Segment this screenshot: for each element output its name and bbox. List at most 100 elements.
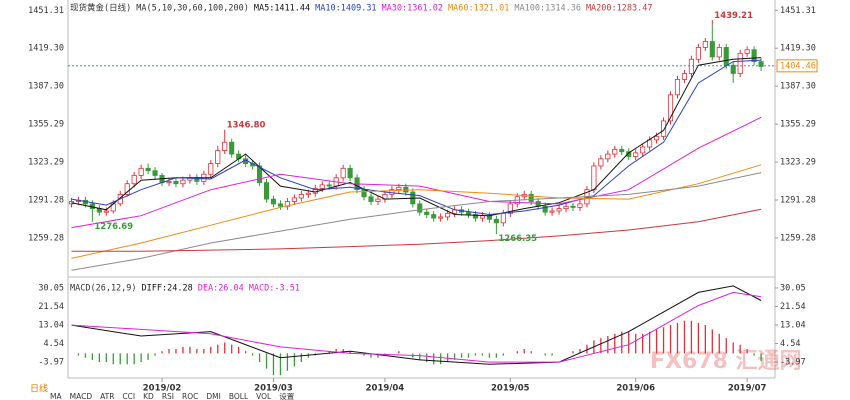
y-tick-label: 4.54 (44, 339, 64, 349)
y-tick-label-right: 1355.29 (780, 120, 816, 130)
macd-line (71, 291, 762, 363)
candle-body (215, 150, 221, 164)
candle-body (319, 184, 325, 189)
toolbar-item[interactable]: BOLL (229, 392, 249, 400)
candle-body (180, 179, 186, 185)
candle-body (626, 151, 632, 157)
toolbar-item[interactable]: MA (50, 392, 62, 400)
legend-entry: DIFF:24.28 (142, 284, 193, 294)
candle-body (688, 58, 694, 74)
x-tick-label: 2019/05 (491, 384, 530, 394)
y-tick-label-right: 1451.31 (780, 6, 816, 16)
candle-body (166, 180, 172, 183)
candle-body (737, 52, 743, 74)
candle-body (479, 215, 486, 219)
candle-body (612, 148, 618, 155)
y-tick-label: 1419.30 (28, 44, 64, 54)
candle-body (681, 73, 688, 80)
last-price-label: 1404.46 (780, 61, 816, 71)
candle-body (667, 94, 674, 122)
legend-entry: MA60:1321.01 (448, 4, 509, 14)
candle-body (709, 41, 715, 58)
legend-entry: MA10:1409.31 (315, 4, 376, 14)
y-tick-label: 1451.31 (28, 6, 64, 16)
candle-body (465, 211, 472, 215)
toolbar-item[interactable]: ATR (100, 392, 114, 400)
candle-body (173, 180, 179, 185)
candle-body (124, 183, 130, 195)
toolbar-item[interactable]: MACD (70, 392, 93, 400)
candle-body (375, 198, 381, 202)
candle-body (417, 203, 423, 213)
y-tick-label: 1291.28 (28, 195, 64, 205)
indicator-label: MA(5,10,30,60,100,200) (136, 4, 249, 14)
candle-body (431, 214, 437, 219)
candle-body (654, 135, 660, 141)
candle-body (493, 218, 499, 224)
candle-body (500, 212, 506, 224)
candle-body (702, 41, 708, 48)
candle-body (368, 196, 374, 202)
toolbar-item[interactable]: RSI (162, 392, 174, 400)
toolbar-item[interactable]: CCI (122, 392, 135, 400)
last-price-box (776, 59, 818, 73)
y-tick-label-right: 30.05 (780, 283, 806, 293)
candle-body (312, 188, 318, 194)
chart-title: 现货黄金(日线) (70, 3, 131, 14)
y-tick-label: 1387.30 (28, 82, 64, 92)
candle-body (256, 165, 263, 183)
candle-body (507, 203, 513, 214)
legend-entry: MA100:1314.36 (514, 4, 581, 14)
y-tick-label: 21.54 (38, 302, 64, 312)
y-tick-label: -3.97 (38, 358, 64, 368)
candle-body (674, 79, 681, 96)
candle-body (222, 141, 228, 151)
toolbar-item[interactable]: DMI (206, 392, 220, 400)
candle-body (472, 214, 479, 219)
y-tick-label-right: 21.54 (780, 302, 806, 312)
candle-body (563, 205, 569, 210)
candle-body (396, 186, 402, 191)
annotation-label: 1346.80 (227, 121, 266, 131)
candle-body (424, 211, 430, 215)
toolbar-item[interactable]: ROC (182, 392, 198, 400)
legend-entry: MA200:1283.47 (586, 4, 653, 14)
candle-body (695, 47, 701, 60)
y-tick-label: 13.04 (38, 320, 64, 330)
candle-body (263, 182, 270, 200)
candle-body (570, 205, 576, 208)
x-tick-label: 2019/04 (366, 384, 405, 394)
legend-entry: MACD:-3.51 (249, 284, 300, 294)
x-tick-label: 2019/07 (728, 384, 767, 394)
candle-body (326, 184, 332, 187)
candle-body (744, 49, 750, 54)
y-tick-label-right: 1259.28 (780, 233, 816, 243)
toolbar-item[interactable]: VOL (256, 392, 272, 400)
candle-body (598, 158, 604, 167)
y-tick-label-right: 1419.30 (780, 44, 816, 54)
y-tick-label-right: 13.04 (780, 320, 806, 330)
legend-entry: MA30:1361.02 (382, 4, 443, 14)
toolbar-item[interactable]: 设置 (279, 391, 294, 400)
y-tick-label-right: -3.97 (780, 358, 806, 368)
toolbar-item[interactable]: KD (143, 392, 154, 400)
candle-body (131, 175, 137, 185)
candle-body (305, 192, 311, 195)
ma-line (71, 164, 762, 259)
candle-body (577, 203, 583, 208)
candle-body (445, 212, 451, 218)
candle-body (528, 193, 534, 202)
annotation-label: 1439.21 (714, 11, 753, 21)
ma-line (71, 59, 762, 216)
candle-body (152, 170, 158, 176)
candle-body (660, 120, 667, 137)
period-tab[interactable]: 日线 (30, 383, 48, 395)
candle-body (438, 216, 444, 219)
candle-body (298, 193, 304, 199)
candle-body (542, 205, 548, 213)
annotation-label: 1276.69 (94, 222, 133, 232)
toolbar: MA MACD ATR CCI KD RSI ROC DMI BOLL VOL 设置 (50, 391, 295, 400)
macd-line (71, 285, 762, 365)
y-tick-label: 1259.28 (28, 233, 64, 243)
